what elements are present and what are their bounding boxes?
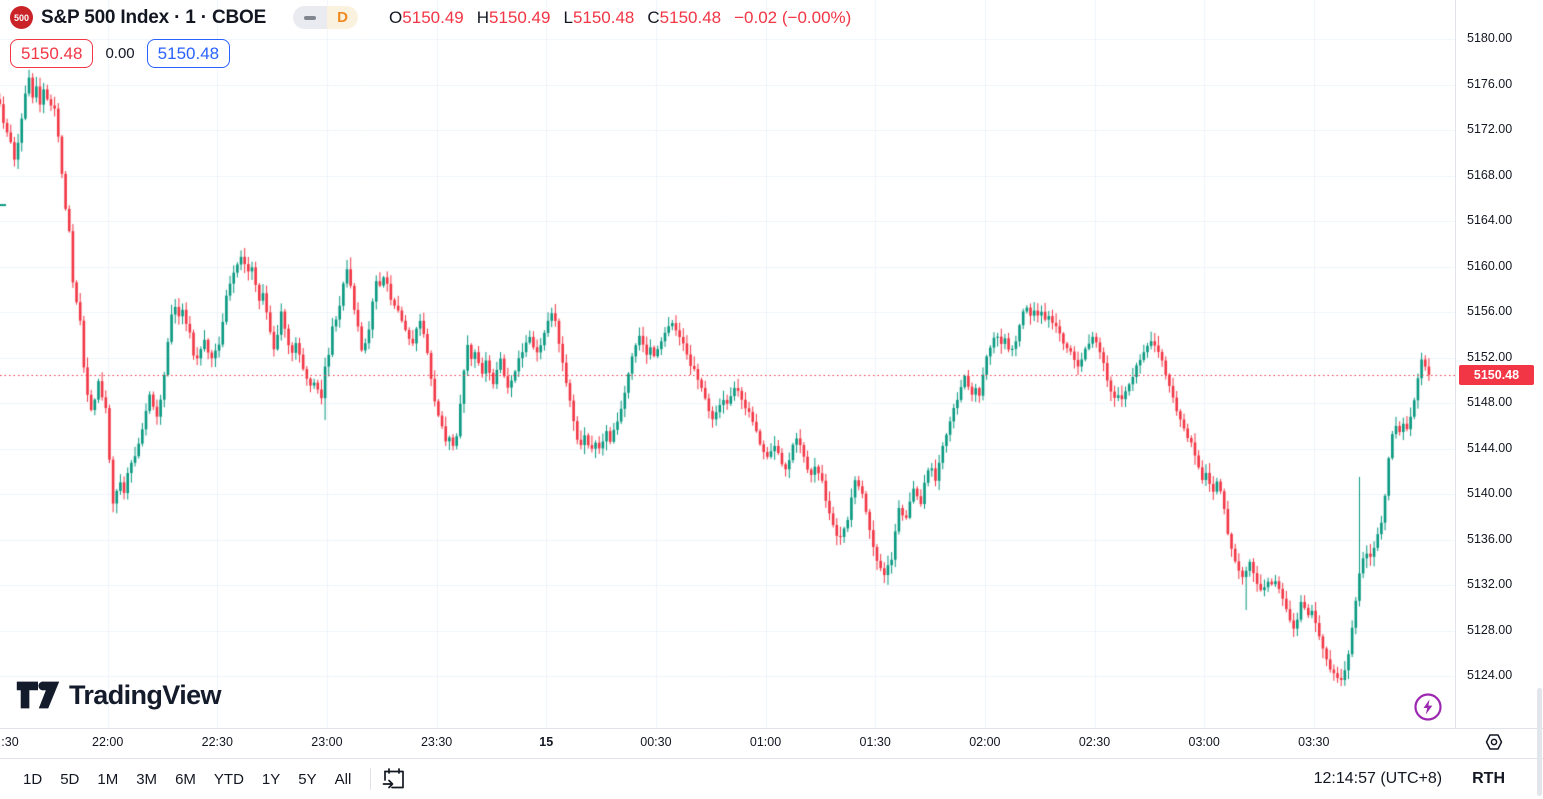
price-tick-label: 5156.00 [1467,304,1513,318]
close-label: C [647,7,660,27]
candlestick-chart[interactable] [0,0,1455,728]
range-button-5y[interactable]: 5Y [289,766,325,793]
price-tick-label: 5136.00 [1467,531,1513,546]
time-tick-label: :30 [1,735,19,749]
price-tick-label: 5128.00 [1467,622,1513,637]
price-tick-label: 5172.00 [1467,122,1513,136]
clock-readout[interactable]: 12:14:57 (UTC+8) [1313,770,1443,787]
symbol-title[interactable]: S&P 500 Index · 1 · CBOE [41,6,267,28]
go-to-date-icon[interactable] [381,766,407,792]
range-selector: 1D 5D 1M 3M 6M YTD 1Y 5Y All [14,766,360,793]
session-toggle[interactable]: RTH [1472,770,1505,787]
open-label: O [389,7,403,27]
low-value: 5150.48 [572,7,635,27]
time-tick-label: 22:00 [92,735,124,749]
dash-icon [304,15,317,20]
market-status-pill[interactable]: D [293,6,359,29]
delayed-data-badge: D [327,6,359,29]
change-value: −0.02 (−0.00%) [734,7,852,27]
time-tick-label: 02:00 [969,735,1001,749]
time-tick-label: 03:30 [1298,735,1330,749]
tradingview-logo[interactable]: TradingView [16,679,222,711]
last-price-tag: 5150.48 [1459,365,1534,385]
range-button-1m[interactable]: 1M [88,766,127,793]
time-tick-label: 02:30 [1078,735,1111,749]
toolbar-divider [370,768,372,790]
price-tick-label: 5164.00 [1467,213,1513,227]
range-button-3m[interactable]: 3M [127,766,166,793]
range-button-ytd[interactable]: YTD [205,766,253,793]
range-button-1y[interactable]: 1Y [253,766,289,793]
time-tick-label: 23:30 [420,735,453,749]
time-tick-label: 00:30 [640,735,672,749]
price-tick-label: 5168.00 [1467,167,1513,182]
open-value: 5150.49 [402,7,464,27]
spread-value: 0.00 [105,45,135,62]
price-tick-label: 5180.00 [1467,31,1513,45]
bottom-toolbar: 1D 5D 1M 3M 6M YTD 1Y 5Y All 12:14:57 (UTC+8) RT… [0,758,1543,799]
price-tick-label: 5148.00 [1467,395,1513,409]
market-status-icon [293,6,328,29]
price-tick-label: 5152.00 [1467,349,1513,364]
range-button-1d[interactable]: 1D [14,766,51,793]
close-value: 5150.48 [659,7,722,27]
time-tick-label: 01:30 [859,735,891,749]
tradingview-logo-text: TradingView [69,679,222,710]
buy-button[interactable]: 5150.48 [146,39,231,68]
price-tick-label: 5124.00 [1467,668,1513,682]
scrollbar-thumb[interactable] [1537,688,1542,796]
tradingview-logo-icon [16,681,60,709]
range-button-6m[interactable]: 6M [166,766,205,793]
time-tick-label: 01:00 [749,735,782,749]
low-label: L [563,7,573,27]
range-button-all[interactable]: All [326,766,361,793]
axis-settings-gear-icon[interactable] [1484,732,1504,757]
high-value: 5150.49 [489,7,551,27]
price-tick-label: 5140.00 [1467,486,1513,500]
chart-header: 500 S&P 500 Index · 1 · CBOE D O5150.49 … [10,6,851,29]
time-tick-label: 23:00 [311,735,343,749]
ohlc-readout: O5150.49 H5150.49 L5150.48 C5150.48 −0.0… [389,8,851,28]
time-axis[interactable]: :30 22:00 22:30 23:00 23:30 15 00:30 01:00 01:30… [0,728,1543,758]
range-button-5d[interactable]: 5D [51,766,88,793]
time-tick-label: 03:00 [1188,735,1220,749]
price-tick-label: 5144.00 [1467,440,1513,455]
price-tick-label: 5160.00 [1467,258,1513,273]
time-tick-label: 22:30 [201,735,233,749]
trade-panel: 5150.48 0.00 5150.48 [10,39,231,68]
price-tick-label: 5132.00 [1467,577,1513,591]
flash-lightning-icon[interactable] [1413,692,1443,727]
high-label: H [476,7,490,27]
price-tick-label: 5176.00 [1467,76,1513,91]
sell-button[interactable]: 5150.48 [10,39,94,68]
time-tick-label: 15 [539,735,554,749]
symbol-logo-icon: 500 [10,6,33,29]
price-axis[interactable]: 5180.00 5176.00 5172.00 5168.00 5164.00 5160.… [1455,0,1543,728]
